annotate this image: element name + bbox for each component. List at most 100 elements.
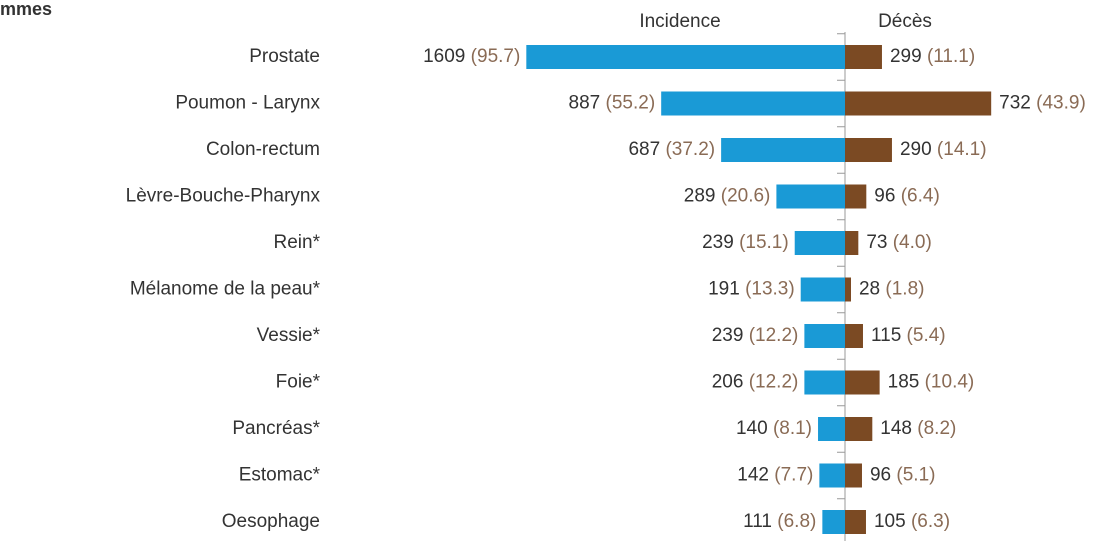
series-header: Incidence [639, 11, 720, 32]
rate-label: (55.2) [606, 93, 656, 114]
value-label: 732 (43.9) [999, 93, 1086, 114]
rate-label: (15.1) [739, 232, 789, 253]
count-label: 239 [712, 325, 744, 346]
value-label: 239 (15.1) [702, 232, 789, 253]
value-label: 290 (14.1) [900, 139, 987, 160]
value-label: 115 (5.4) [871, 325, 946, 346]
value-label: 185 (10.4) [888, 372, 975, 393]
value-label: 206 (12.2) [712, 372, 799, 393]
count-label: 299 [890, 46, 922, 67]
bar [794, 231, 845, 255]
category-label: Oesophage [222, 511, 320, 532]
bar [845, 510, 866, 534]
rate-label: (20.6) [721, 186, 771, 207]
bar [661, 91, 845, 116]
value-label: 140 (8.1) [736, 418, 812, 439]
bar [845, 138, 892, 162]
rate-label: (6.8) [777, 511, 816, 532]
bar [526, 45, 845, 69]
bar [800, 277, 845, 302]
bar [804, 370, 845, 395]
rate-label: (8.2) [917, 418, 956, 439]
bar [776, 184, 845, 209]
bar [845, 231, 859, 255]
value-label: 96 (5.1) [870, 465, 936, 486]
rate-label: (7.7) [774, 465, 813, 486]
rate-label: (8.1) [773, 418, 812, 439]
bar [822, 510, 845, 534]
value-label: 73 (4.0) [866, 232, 932, 253]
category-label: Mélanome de la peau* [130, 279, 321, 300]
category-label: Lèvre-Bouche-Pharynx [126, 186, 321, 207]
value-label: 105 (6.3) [874, 511, 950, 532]
rate-label: (4.0) [893, 232, 932, 253]
rate-label: (6.4) [901, 186, 940, 207]
count-label: 111 [743, 511, 772, 532]
count-label: 185 [888, 372, 920, 393]
count-label: 142 [737, 465, 769, 486]
bar [845, 91, 992, 116]
value-label: 887 (55.2) [569, 93, 656, 114]
chart-title: mmes [0, 0, 52, 19]
value-label: 28 (1.8) [859, 279, 925, 300]
rate-label: (6.3) [911, 511, 950, 532]
category-label: Pancréas* [232, 418, 320, 439]
series-header: Décès [878, 11, 932, 32]
bar [721, 138, 845, 162]
value-label: 289 (20.6) [684, 186, 771, 207]
rate-label: (12.2) [749, 372, 799, 393]
value-label: 111 (6.8) [743, 511, 816, 532]
bar [845, 277, 851, 302]
bar [845, 45, 882, 69]
count-label: 105 [874, 511, 906, 532]
count-label: 73 [866, 232, 887, 253]
value-label: 96 (6.4) [874, 186, 940, 207]
count-label: 148 [880, 418, 912, 439]
bar [845, 324, 863, 348]
value-label: 148 (8.2) [880, 418, 956, 439]
bar [845, 463, 862, 488]
value-label: 1609 (95.7) [423, 46, 520, 67]
rate-label: (5.4) [907, 325, 946, 346]
category-label: Rein* [274, 232, 321, 253]
value-label: 239 (12.2) [712, 325, 799, 346]
rate-label: (14.1) [937, 139, 987, 160]
rate-label: (5.1) [896, 465, 935, 486]
count-label: 96 [870, 465, 891, 486]
category-label: Vessie* [257, 325, 321, 346]
rate-label: (13.3) [745, 279, 795, 300]
category-label: Prostate [249, 46, 320, 67]
bar [845, 417, 873, 441]
bar [845, 370, 880, 395]
value-label: 299 (11.1) [890, 46, 975, 67]
count-label: 28 [859, 279, 880, 300]
rate-label: (43.9) [1036, 93, 1086, 114]
bar [818, 417, 845, 441]
rate-label: (1.8) [885, 279, 924, 300]
value-label: 142 (7.7) [737, 465, 813, 486]
rate-label: (10.4) [925, 372, 975, 393]
bar [845, 184, 867, 209]
category-label: Estomac* [239, 465, 321, 486]
count-label: 1609 [423, 46, 465, 67]
rate-label: (12.2) [749, 325, 799, 346]
count-label: 206 [712, 372, 744, 393]
value-label: 191 (13.3) [708, 279, 795, 300]
value-label: 687 (37.2) [628, 139, 715, 160]
count-label: 289 [684, 186, 716, 207]
count-label: 290 [900, 139, 932, 160]
count-label: 115 [871, 325, 901, 346]
count-label: 687 [628, 139, 660, 160]
bar [804, 324, 845, 348]
count-label: 239 [702, 232, 734, 253]
category-label: Poumon - Larynx [175, 93, 320, 114]
count-label: 140 [736, 418, 768, 439]
count-label: 887 [569, 93, 601, 114]
category-label: Colon-rectum [206, 139, 320, 160]
category-label: Foie* [276, 372, 321, 393]
count-label: 191 [708, 279, 740, 300]
count-label: 96 [874, 186, 895, 207]
rate-label: (37.2) [665, 139, 715, 160]
